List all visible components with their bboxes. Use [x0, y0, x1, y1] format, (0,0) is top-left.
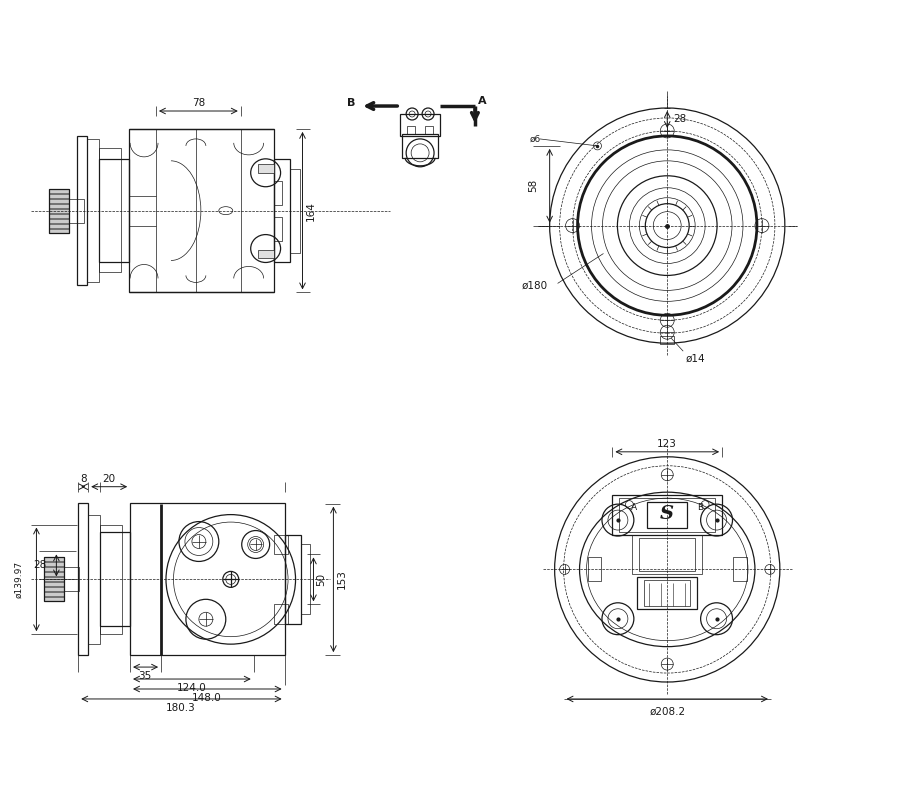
Text: ø180: ø180 [521, 280, 548, 290]
Bar [639, 538, 695, 571]
Text: 123: 123 [657, 439, 677, 449]
Text: B: B [698, 503, 703, 512]
Bar [407, 126, 415, 134]
Bar [633, 534, 702, 574]
Bar [274, 604, 288, 624]
Bar [44, 558, 64, 562]
Bar [50, 214, 69, 218]
Bar [44, 592, 64, 596]
Text: ø139.97: ø139.97 [14, 561, 23, 598]
Bar [50, 194, 69, 198]
Text: 153: 153 [337, 570, 347, 590]
Bar [50, 218, 69, 222]
Text: ø6: ø6 [530, 134, 541, 143]
Text: 28: 28 [673, 114, 687, 124]
Bar [69, 198, 85, 222]
Bar [88, 514, 100, 644]
Text: ø14: ø14 [685, 353, 705, 363]
Bar [44, 558, 64, 602]
Bar [44, 572, 64, 576]
Bar [274, 217, 282, 241]
Bar [50, 189, 69, 193]
Bar [290, 169, 300, 253]
Bar [274, 534, 288, 554]
Bar [284, 534, 301, 624]
Bar [100, 531, 130, 626]
Bar [733, 558, 747, 582]
Bar [402, 134, 438, 158]
Bar [50, 209, 69, 213]
Bar [637, 578, 698, 610]
Bar [588, 558, 601, 582]
Bar [50, 229, 69, 233]
Bar [44, 567, 64, 571]
Bar [400, 114, 440, 136]
Text: S: S [661, 505, 674, 522]
Bar [301, 545, 310, 614]
Bar [129, 129, 274, 292]
Text: 180.3: 180.3 [166, 703, 196, 713]
Bar [50, 189, 69, 233]
Bar [274, 159, 290, 262]
Text: 58: 58 [527, 179, 537, 192]
Bar [44, 582, 64, 586]
Bar [619, 498, 716, 531]
Bar [257, 164, 274, 173]
Bar [44, 587, 64, 591]
Bar [644, 580, 690, 606]
Bar [661, 336, 674, 344]
Bar [44, 598, 64, 602]
Text: ø208.2: ø208.2 [649, 707, 685, 717]
Text: A: A [631, 503, 637, 512]
Bar [647, 502, 688, 527]
Text: 28: 28 [33, 561, 47, 570]
Text: 148.0: 148.0 [192, 693, 221, 703]
Text: 35: 35 [139, 671, 152, 681]
Bar [130, 502, 284, 655]
Bar [50, 224, 69, 228]
Bar [425, 126, 433, 134]
Text: 78: 78 [192, 98, 205, 108]
Bar [50, 198, 69, 202]
Text: 20: 20 [103, 474, 116, 484]
Text: 124.0: 124.0 [177, 683, 207, 693]
Text: 50: 50 [317, 573, 327, 586]
Text: 164: 164 [305, 201, 316, 221]
Bar [257, 250, 274, 258]
Bar [50, 204, 69, 208]
Bar [99, 148, 122, 273]
Text: A: A [478, 96, 487, 106]
Bar [612, 494, 722, 534]
Text: B: B [347, 98, 356, 108]
Bar [87, 139, 99, 282]
Bar [77, 136, 87, 286]
Bar [100, 525, 122, 634]
Bar [44, 562, 64, 566]
Bar [44, 578, 64, 582]
Bar [78, 502, 88, 655]
Text: 8: 8 [80, 474, 86, 484]
Bar [64, 567, 79, 591]
Bar [99, 159, 129, 262]
Bar [274, 181, 282, 205]
